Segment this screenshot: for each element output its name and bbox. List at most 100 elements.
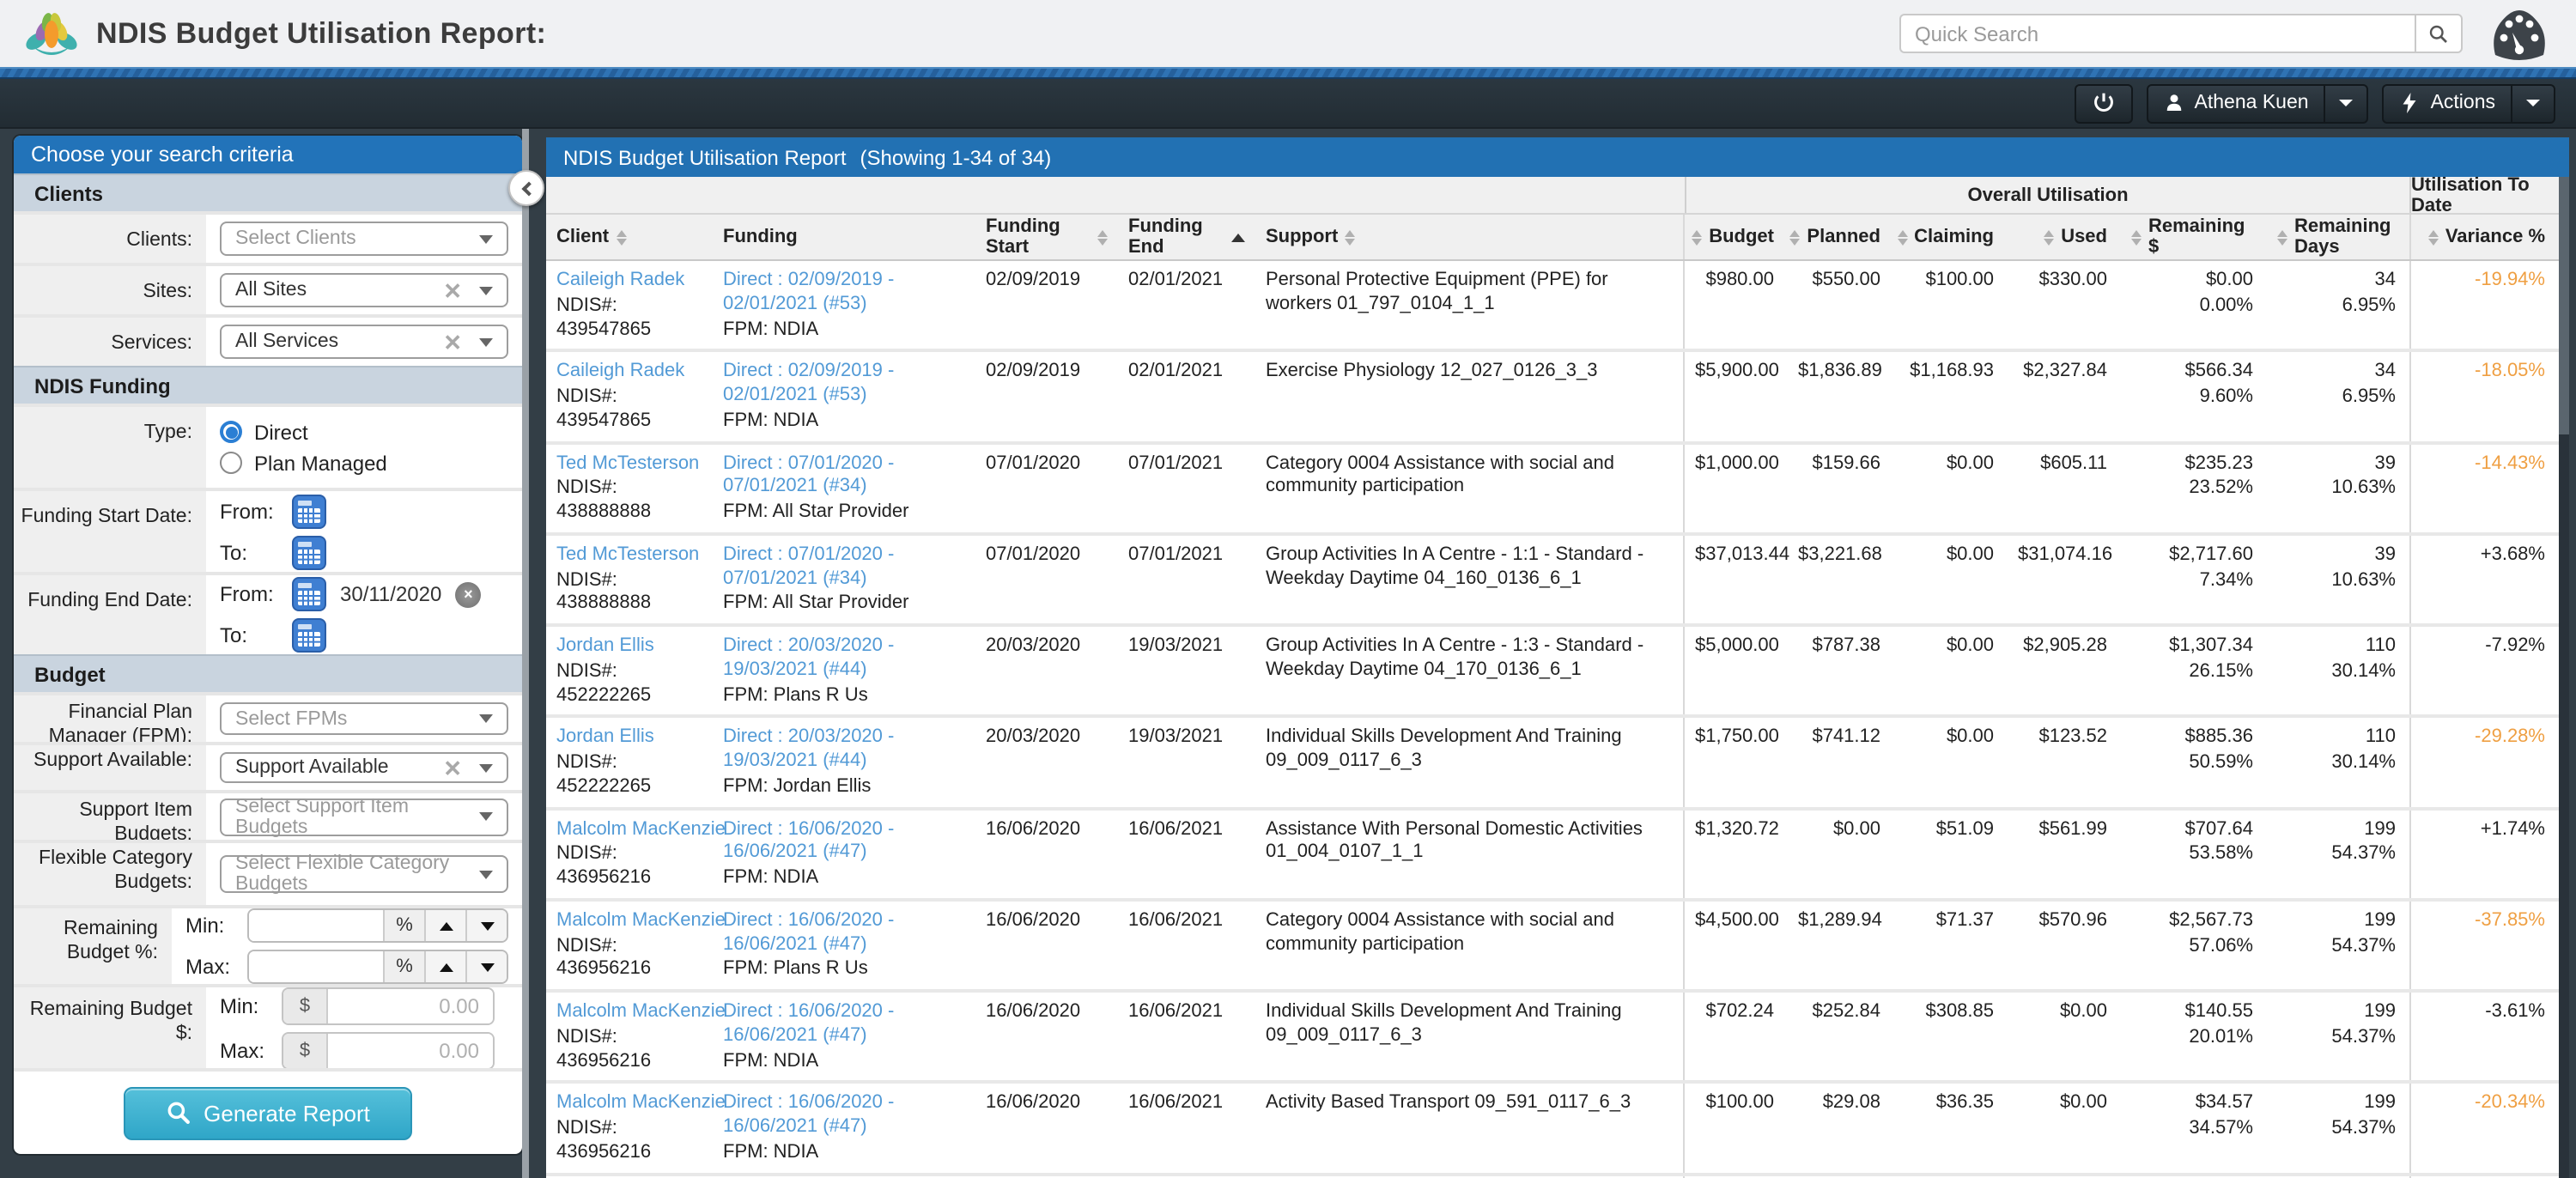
search-icon (2429, 24, 2447, 42)
funding-link[interactable]: Direct : 16/06/2020 - 16/06/2021 (#47) (723, 1092, 895, 1138)
report-title: NDIS Budget Utilisation Report (563, 145, 847, 169)
actions-label: Actions (2430, 93, 2495, 113)
column-header-planned[interactable]: Planned (1788, 215, 1894, 259)
report-rows: Caileigh Radek NDIS#: 439547865 Direct :… (546, 261, 2569, 1178)
ndis-number: NDIS#: 436956216 (556, 843, 652, 889)
client-link[interactable]: Malcolm MacKenzie (556, 909, 726, 931)
remaining-pct-max-input[interactable] (249, 951, 383, 982)
funding-link[interactable]: Direct : 20/03/2020 - 19/03/2021 (#44) (723, 726, 895, 772)
column-header-budget[interactable]: Budget (1685, 215, 1788, 259)
column-header-funding-start[interactable]: Funding Start (975, 215, 1118, 259)
field-fpm: Financial Plan Manager (FPM): Select FPM… (14, 692, 522, 748)
step-down-button[interactable] (465, 951, 507, 982)
fpm-select[interactable]: Select FPMs (220, 702, 508, 735)
planned-cell: $29.08 (1822, 1092, 1880, 1114)
client-link[interactable]: Jordan Ellis (556, 726, 654, 748)
field-funding-type: Type: Direct Plan Managed (14, 404, 522, 488)
funding-end-cell: 16/06/2021 (1128, 818, 1224, 839)
collapse-sidebar-button[interactable] (508, 170, 544, 206)
funding-link[interactable]: Direct : 16/06/2020 - 16/06/2021 (#47) (723, 818, 895, 863)
funding-link[interactable]: Direct : 16/06/2020 - 16/06/2021 (#47) (723, 1001, 895, 1046)
column-header-remaining-days[interactable]: Remaining Days (2267, 215, 2411, 259)
support-item-select[interactable]: Select Support Item Budgets (220, 796, 508, 837)
funding-link[interactable]: Direct : 07/01/2020 - 07/01/2021 (#34) (723, 543, 895, 589)
table-row: Ted McTesterson NDIS#: 438888888 Direct … (546, 531, 2569, 623)
step-down-button[interactable] (465, 910, 507, 941)
panel-splitter[interactable] (522, 129, 529, 1178)
chevron-down-icon (479, 337, 493, 346)
client-link[interactable]: Malcolm MacKenzie (556, 1092, 726, 1114)
clear-icon[interactable]: ✕ (443, 277, 462, 303)
services-select[interactable]: All Services ✕ (220, 325, 508, 359)
quick-search-button[interactable] (2415, 14, 2463, 53)
power-button[interactable] (2074, 83, 2133, 123)
funding-link[interactable]: Direct : 07/01/2020 - 07/01/2021 (#34) (723, 452, 895, 497)
calendar-icon[interactable] (292, 535, 326, 569)
column-header-variance[interactable]: Variance % (2411, 215, 2559, 259)
column-header-funding-end[interactable]: Funding End (1118, 215, 1255, 259)
clear-date-icon[interactable]: × (455, 581, 482, 607)
client-link[interactable]: Malcolm MacKenzie (556, 818, 726, 839)
column-header-support[interactable]: Support (1255, 215, 1685, 259)
clients-select[interactable]: Select Clients (220, 222, 508, 256)
actions-button[interactable]: Actions (2382, 83, 2555, 123)
column-header-used[interactable]: Used (2008, 215, 2121, 259)
table-row: Malcolm MacKenzie NDIS#: 436956216 Direc… (546, 989, 2569, 1081)
page-title: NDIS Budget Utilisation Report: (96, 16, 547, 49)
budget-cell: $100.00 (1705, 1092, 1774, 1114)
support-cell: Group Activities In A Centre - 1:3 - Sta… (1255, 627, 1685, 715)
client-link[interactable]: Caileigh Radek (556, 361, 685, 382)
remaining-dollar-min-input[interactable] (328, 988, 493, 1023)
funding-link[interactable]: Direct : 20/03/2020 - 19/03/2021 (#44) (723, 635, 895, 680)
client-cell: Malcolm MacKenzie NDIS#: 436956216 (546, 993, 726, 1081)
table-row: Jordan Ellis NDIS#: 452222265 Direct : 2… (546, 623, 2569, 715)
chevron-down-icon (479, 763, 493, 772)
step-up-button[interactable] (424, 951, 465, 982)
step-up-button[interactable] (424, 910, 465, 941)
actions-caret[interactable] (2511, 85, 2554, 121)
claiming-cell: $0.00 (1946, 543, 1994, 565)
client-link[interactable]: Jordan Ellis (556, 635, 654, 656)
dashboard-gauge-icon[interactable] (2487, 4, 2552, 63)
client-link[interactable]: Malcolm MacKenzie (556, 1001, 726, 1022)
column-header-claiming[interactable]: Claiming (1894, 215, 2008, 259)
sites-select[interactable]: All Sites ✕ (220, 273, 508, 307)
claiming-cell: $0.00 (1946, 635, 1994, 656)
user-menu-caret[interactable] (2324, 85, 2367, 121)
client-cell: Ted McTesterson NDIS#: 438888888 (546, 444, 713, 532)
remaining-dollar-max-input[interactable] (328, 1033, 493, 1067)
scrollbar-thumb[interactable] (2559, 177, 2569, 434)
funding-link[interactable]: Direct : 02/09/2019 - 02/01/2021 (#53) (723, 270, 895, 314)
group-utilisation-to-date: Utilisation To Date (2411, 174, 2530, 216)
arrow-up-icon (439, 921, 453, 930)
budget-cell: $1,000.00 (1695, 452, 1779, 473)
support-available-select[interactable]: Support Available ✕ (220, 752, 508, 783)
column-header-funding[interactable]: Funding (723, 227, 798, 247)
client-link[interactable]: Ted McTesterson (556, 452, 700, 473)
chevron-left-icon (520, 180, 536, 196)
used-cell: $0.00 (2059, 1001, 2107, 1022)
planned-cell: $3,221.68 (1798, 543, 1882, 565)
calendar-icon[interactable] (292, 577, 326, 611)
remaining-dollar-cell: $566.34 9.60% (2184, 361, 2253, 408)
calendar-icon[interactable] (292, 494, 326, 528)
client-link[interactable]: Caileigh Radek (556, 270, 685, 290)
chevron-down-icon (2339, 100, 2354, 106)
flexible-select[interactable]: Select Flexible Category Budgets (220, 853, 508, 895)
radio-plan-managed[interactable]: Plan Managed (220, 451, 508, 475)
column-header-client[interactable]: Client (546, 215, 713, 259)
client-link[interactable]: Ted McTesterson (556, 543, 700, 565)
quick-search-input[interactable] (1899, 14, 2415, 53)
generate-report-button[interactable]: Generate Report (124, 1086, 412, 1139)
radio-direct[interactable]: Direct (220, 420, 508, 444)
clear-icon[interactable]: ✕ (443, 329, 462, 355)
funding-start-cell: 16/06/2020 (986, 909, 1081, 931)
clear-icon[interactable]: ✕ (443, 755, 462, 780)
user-menu-button[interactable]: Athena Kuen (2146, 83, 2369, 123)
calendar-icon[interactable] (292, 618, 326, 653)
funding-link[interactable]: Direct : 16/06/2020 - 16/06/2021 (#47) (723, 909, 895, 955)
remaining-pct-min-input[interactable] (249, 910, 383, 941)
column-header-remaining-dollar[interactable]: Remaining $ (2121, 215, 2267, 259)
funding-link[interactable]: Direct : 02/09/2019 - 02/01/2021 (#53) (723, 361, 895, 406)
